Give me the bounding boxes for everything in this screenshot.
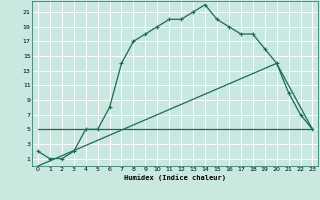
X-axis label: Humidex (Indice chaleur): Humidex (Indice chaleur) xyxy=(124,174,226,181)
